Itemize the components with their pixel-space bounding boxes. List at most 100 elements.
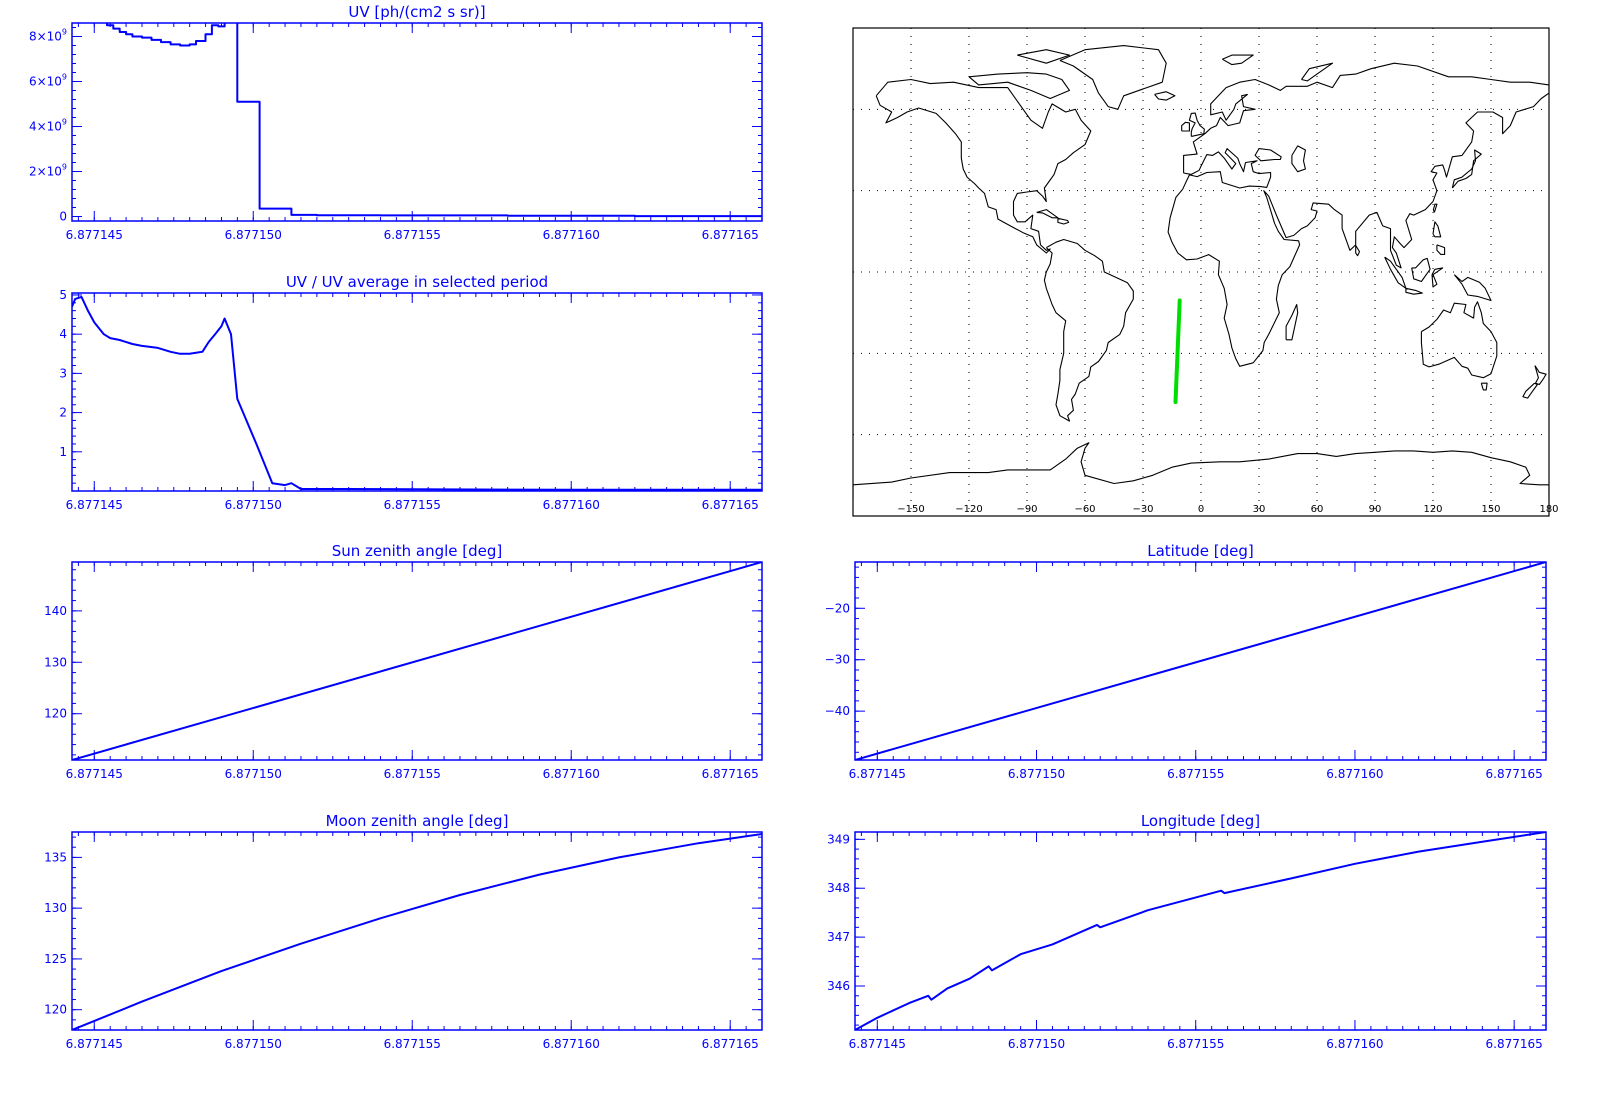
coastline <box>1017 49 1071 64</box>
y-tick-label: 6×109 <box>29 73 67 89</box>
x-tick-label: 6.877165 <box>1486 767 1543 781</box>
x-tick-label: 6.877155 <box>384 498 441 512</box>
x-tick-label: 6.877160 <box>543 1037 600 1051</box>
y-tick-label: 4 <box>59 327 67 341</box>
series-line <box>855 562 1546 760</box>
x-tick-label: 6.877160 <box>1326 1037 1383 1051</box>
lon-tick-label: −120 <box>955 504 982 515</box>
x-tick-label: 6.877160 <box>543 498 600 512</box>
lon-tick-label: 90 <box>1369 504 1382 515</box>
plot-frame <box>71 292 763 492</box>
coastline <box>875 78 1092 254</box>
x-tick-label: 6.877155 <box>384 1037 441 1051</box>
x-tick-label: 6.877165 <box>702 228 759 242</box>
coastline <box>1405 287 1423 295</box>
y-tick-label: 140 <box>44 604 67 618</box>
y-tick-label: −20 <box>825 601 850 615</box>
coastline <box>1181 121 1190 132</box>
x-tick-label: 6.877160 <box>543 228 600 242</box>
y-tick-label: 2×109 <box>29 163 67 179</box>
series-line <box>855 832 1546 1030</box>
series <box>855 562 1546 760</box>
y-tick-base: 8×10 <box>29 30 62 44</box>
coastline <box>1453 274 1492 302</box>
y-tick-label: 346 <box>827 979 850 993</box>
x-tick-label: 6.877145 <box>849 767 906 781</box>
coastline <box>1522 382 1538 399</box>
x-tick-label: 6.877155 <box>1167 1037 1224 1051</box>
y-tick-label: 3 <box>59 366 67 380</box>
y-tick-base: 6×10 <box>29 75 62 89</box>
plot-frame <box>854 561 1547 761</box>
lon-tick-label: 30 <box>1253 504 1266 515</box>
chart-title: Moon zenith angle [deg] <box>326 812 509 830</box>
lon-tick-label: 60 <box>1311 504 1324 515</box>
y-tick-base: 2×10 <box>29 165 62 179</box>
y-tick-exponent: 9 <box>62 73 67 82</box>
lon-tick-label: 150 <box>1481 504 1500 515</box>
coastline <box>1451 149 1482 189</box>
x-tick-label: 6.877150 <box>225 498 282 512</box>
coastlines <box>853 45 1549 500</box>
x-tick-label: 6.877145 <box>66 767 123 781</box>
x-tick-label: 6.877145 <box>66 1037 123 1051</box>
panel-sun-zenith: Sun zenith angle [deg] 6.877145 6.877150 6.… <box>44 542 763 781</box>
series-line <box>72 295 762 491</box>
y-tick-label: 125 <box>44 952 67 966</box>
plot-frame <box>71 561 763 761</box>
y-tick-label: 130 <box>44 901 67 915</box>
lon-tick-label: −150 <box>897 504 924 515</box>
coastline <box>1384 256 1407 289</box>
y-tick-base: 4×10 <box>29 120 62 134</box>
y-tick-label: 120 <box>44 1003 67 1017</box>
y-tick-label: 120 <box>44 707 67 721</box>
x-tick-label: 6.877145 <box>66 498 123 512</box>
coastline <box>1301 62 1334 82</box>
x-tick-label: 6.877145 <box>66 228 123 242</box>
y-tick-exponent: 9 <box>62 28 67 37</box>
coastline <box>1188 112 1205 137</box>
plot-frame <box>854 831 1547 1031</box>
coastline <box>1431 267 1444 288</box>
y-tick-exponent: 9 <box>62 118 67 127</box>
series <box>72 833 762 1030</box>
coastline <box>968 72 1071 100</box>
lon-tick-label: 0 <box>1198 504 1204 515</box>
coastline <box>1167 62 1549 367</box>
chart-title: Latitude [deg] <box>1147 542 1253 560</box>
lon-tick-label: −30 <box>1132 504 1153 515</box>
x-tick-label: 6.877165 <box>702 767 759 781</box>
panel-map: −150 −120 −90 −60 −30 0 30 60 90 120 150 180 <box>852 27 1559 517</box>
series-line <box>106 23 762 218</box>
panel-uv: UV [ph/(cm2 s sr)] 6.877145 6.877150 6.8771… <box>29 3 763 242</box>
chart-title: Sun zenith angle [deg] <box>332 542 503 560</box>
y-tick-label: 4×109 <box>29 118 67 134</box>
y-tick-label: 1 <box>59 445 67 459</box>
coastline <box>1480 382 1488 391</box>
coastline <box>1291 145 1306 173</box>
panel-moon-zenith: Moon zenith angle [deg] 6.877145 6.877150 6… <box>44 812 763 1051</box>
series-line <box>72 562 762 760</box>
coastline <box>1036 209 1059 219</box>
x-tick-label: 6.877165 <box>1486 1037 1543 1051</box>
chart-title: UV [ph/(cm2 s sr)] <box>348 3 485 21</box>
coastline <box>1355 245 1361 257</box>
panel-latitude: Latitude [deg] 6.877145 6.877150 6.877155 6.… <box>825 542 1547 781</box>
coastline <box>1534 365 1547 386</box>
coastline <box>1285 303 1299 341</box>
x-tick-label: 6.877160 <box>543 767 600 781</box>
y-tick-label: 347 <box>827 930 850 944</box>
series <box>106 23 762 218</box>
chart-title: Longitude [deg] <box>1141 812 1260 830</box>
lon-tick-label: −60 <box>1074 504 1095 515</box>
coastline <box>1420 301 1498 379</box>
x-tick-label: 6.877150 <box>225 767 282 781</box>
coastline <box>1432 203 1438 213</box>
y-tick-label: 5 <box>59 288 67 302</box>
panel-uv-ratio: UV / UV average in selected period 6.8771… <box>59 273 763 512</box>
x-tick-label: 6.877150 <box>1008 767 1065 781</box>
coastline <box>1154 91 1176 101</box>
series <box>72 295 762 491</box>
x-tick-label: 6.877155 <box>384 767 441 781</box>
